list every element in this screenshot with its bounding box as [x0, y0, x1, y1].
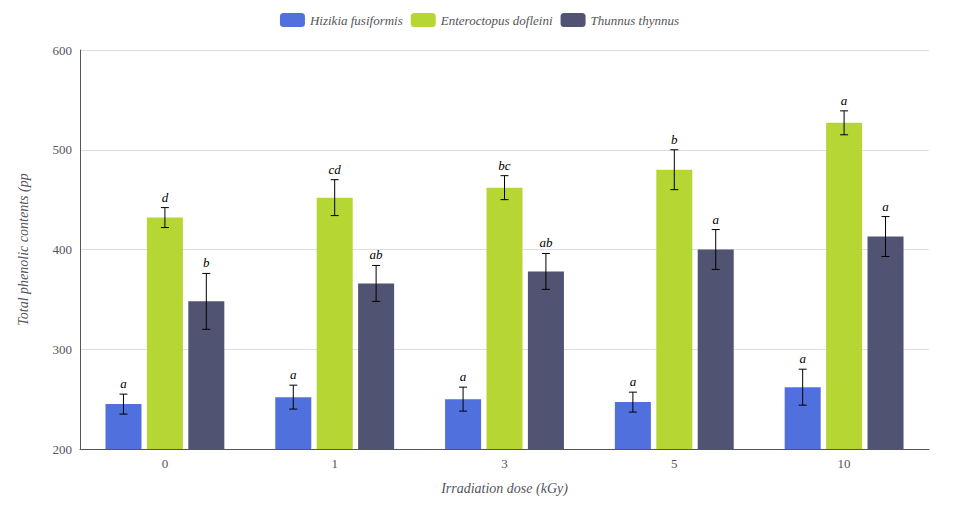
svg-text:500: 500	[53, 142, 73, 157]
svg-text:3: 3	[501, 456, 508, 471]
svg-text:Thunnus thynnus: Thunnus thynnus	[591, 13, 679, 28]
svg-text:200: 200	[53, 442, 73, 457]
svg-text:400: 400	[53, 242, 73, 257]
svg-text:a: a	[799, 351, 806, 366]
svg-text:cd: cd	[329, 162, 342, 177]
svg-text:1: 1	[331, 456, 338, 471]
svg-text:Enteroctopus dofleini: Enteroctopus dofleini	[440, 13, 553, 28]
svg-text:b: b	[203, 255, 210, 270]
svg-text:a: a	[460, 369, 467, 384]
svg-text:bc: bc	[498, 158, 511, 173]
svg-text:Total phenolic contents (pp: Total phenolic contents (pp	[16, 173, 32, 325]
svg-text:600: 600	[53, 43, 73, 58]
svg-text:b: b	[671, 132, 678, 147]
svg-text:a: a	[712, 212, 719, 227]
svg-text:a: a	[630, 374, 637, 389]
svg-text:Irradiation dose (kGy): Irradiation dose (kGy)	[440, 481, 568, 497]
svg-text:d: d	[162, 190, 169, 205]
svg-text:0: 0	[162, 456, 169, 471]
svg-text:a: a	[290, 367, 297, 382]
svg-text:ab: ab	[539, 235, 553, 250]
svg-text:10: 10	[838, 456, 851, 471]
svg-text:Hizikia fusiformis: Hizikia fusiformis	[309, 13, 403, 28]
svg-text:ab: ab	[370, 247, 384, 262]
svg-text:300: 300	[53, 342, 73, 357]
svg-text:a: a	[841, 93, 848, 108]
svg-text:5: 5	[671, 456, 678, 471]
svg-text:a: a	[120, 376, 127, 391]
svg-text:a: a	[882, 199, 889, 214]
